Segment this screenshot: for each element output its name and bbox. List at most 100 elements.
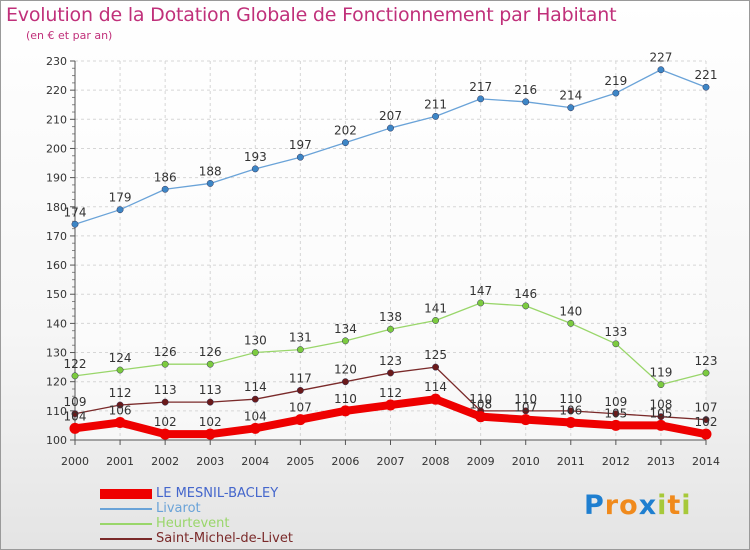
chart-subtitle: (en € et par an) bbox=[26, 29, 113, 42]
data-point bbox=[657, 381, 665, 389]
data-point bbox=[385, 399, 396, 411]
x-tick-label: 2010 bbox=[512, 455, 540, 468]
data-label: 107 bbox=[289, 401, 312, 415]
data-point bbox=[116, 206, 124, 214]
data-label: 211 bbox=[424, 97, 447, 111]
legend-item: Saint-Michel-de-Livet bbox=[100, 531, 293, 546]
logo-letter: P bbox=[584, 490, 605, 521]
legend-swatch bbox=[100, 522, 152, 525]
data-label: 109 bbox=[604, 395, 627, 409]
x-tick-label: 2005 bbox=[286, 455, 314, 468]
data-label: 123 bbox=[379, 354, 402, 368]
logo-letter: r bbox=[604, 490, 620, 521]
data-point bbox=[161, 360, 169, 368]
legend-label: LE MESNIL-BACLEY bbox=[156, 486, 279, 501]
data-label: 217 bbox=[469, 80, 492, 94]
data-label: 216 bbox=[514, 83, 537, 97]
data-label: 140 bbox=[559, 304, 582, 318]
legend-item: Livarot bbox=[100, 501, 293, 516]
data-label: 102 bbox=[199, 415, 222, 429]
data-point bbox=[612, 340, 620, 348]
data-label: 134 bbox=[334, 322, 357, 336]
data-label: 107 bbox=[514, 401, 537, 415]
data-point bbox=[432, 112, 440, 120]
data-label: 179 bbox=[109, 191, 132, 205]
data-point bbox=[610, 419, 622, 431]
data-point bbox=[296, 153, 304, 161]
x-tick-label: 2003 bbox=[196, 455, 224, 468]
data-label: 105 bbox=[649, 406, 672, 420]
data-point bbox=[567, 319, 575, 327]
data-point bbox=[612, 410, 620, 418]
chart-title: Evolution de la Dotation Globale de Fonc… bbox=[6, 4, 617, 26]
x-tick-label: 2004 bbox=[241, 455, 269, 468]
data-label: 112 bbox=[379, 386, 402, 400]
data-label: 124 bbox=[109, 351, 132, 365]
y-tick-label: 100 bbox=[46, 434, 67, 447]
data-point bbox=[700, 428, 712, 440]
data-label: 197 bbox=[289, 138, 312, 152]
data-point bbox=[702, 369, 710, 377]
data-point bbox=[702, 83, 710, 91]
data-point bbox=[341, 139, 349, 147]
data-label: 114 bbox=[244, 380, 267, 394]
data-label: 108 bbox=[469, 398, 492, 412]
x-tick-label: 2000 bbox=[61, 455, 89, 468]
x-tick-label: 2013 bbox=[647, 455, 675, 468]
data-point bbox=[71, 220, 79, 228]
data-point bbox=[565, 417, 577, 429]
data-label: 207 bbox=[379, 109, 402, 123]
data-label: 227 bbox=[649, 51, 672, 65]
data-label: 174 bbox=[64, 205, 87, 219]
x-tick-label: 2014 bbox=[692, 455, 720, 468]
data-point bbox=[69, 422, 81, 434]
x-tick-label: 2008 bbox=[422, 455, 450, 468]
data-point bbox=[612, 89, 620, 97]
data-point bbox=[251, 165, 259, 173]
data-point bbox=[522, 302, 530, 310]
data-label: 133 bbox=[604, 325, 627, 339]
data-label: 123 bbox=[695, 354, 718, 368]
data-label: 130 bbox=[244, 334, 267, 348]
data-label: 193 bbox=[244, 150, 267, 164]
data-label: 214 bbox=[559, 89, 582, 103]
data-point bbox=[296, 346, 304, 354]
data-point bbox=[159, 428, 171, 440]
logo-letter: i bbox=[681, 490, 692, 521]
x-tick-label: 2006 bbox=[331, 455, 359, 468]
data-label: 106 bbox=[559, 404, 582, 418]
data-point bbox=[567, 407, 575, 415]
data-label: 110 bbox=[559, 392, 582, 406]
data-label: 102 bbox=[695, 415, 718, 429]
y-tick-label: 220 bbox=[46, 84, 67, 97]
logo-letter: t bbox=[667, 490, 682, 521]
data-point bbox=[432, 363, 440, 371]
y-tick-label: 180 bbox=[46, 201, 67, 214]
data-label: 113 bbox=[199, 383, 222, 397]
legend-label: Livarot bbox=[156, 501, 201, 516]
data-label: 106 bbox=[109, 404, 132, 418]
y-tick-label: 170 bbox=[46, 230, 67, 243]
data-label: 117 bbox=[289, 371, 312, 385]
data-point bbox=[657, 413, 665, 421]
data-label: 202 bbox=[334, 124, 357, 138]
data-label: 105 bbox=[604, 406, 627, 420]
logo-letter: o bbox=[619, 490, 639, 521]
data-point bbox=[432, 317, 440, 324]
data-label: 108 bbox=[649, 398, 672, 412]
data-label: 110 bbox=[469, 392, 492, 406]
data-label: 120 bbox=[334, 363, 357, 377]
data-label: 221 bbox=[695, 68, 718, 82]
y-tick-label: 210 bbox=[46, 113, 67, 126]
data-label: 219 bbox=[604, 74, 627, 88]
data-label: 107 bbox=[695, 401, 718, 415]
data-point bbox=[251, 349, 259, 356]
data-point bbox=[341, 378, 349, 386]
legend-swatch bbox=[100, 488, 152, 499]
data-label: 113 bbox=[154, 383, 177, 397]
data-point bbox=[114, 417, 126, 429]
data-point bbox=[161, 398, 169, 406]
data-point bbox=[702, 416, 710, 424]
data-point bbox=[206, 179, 214, 187]
